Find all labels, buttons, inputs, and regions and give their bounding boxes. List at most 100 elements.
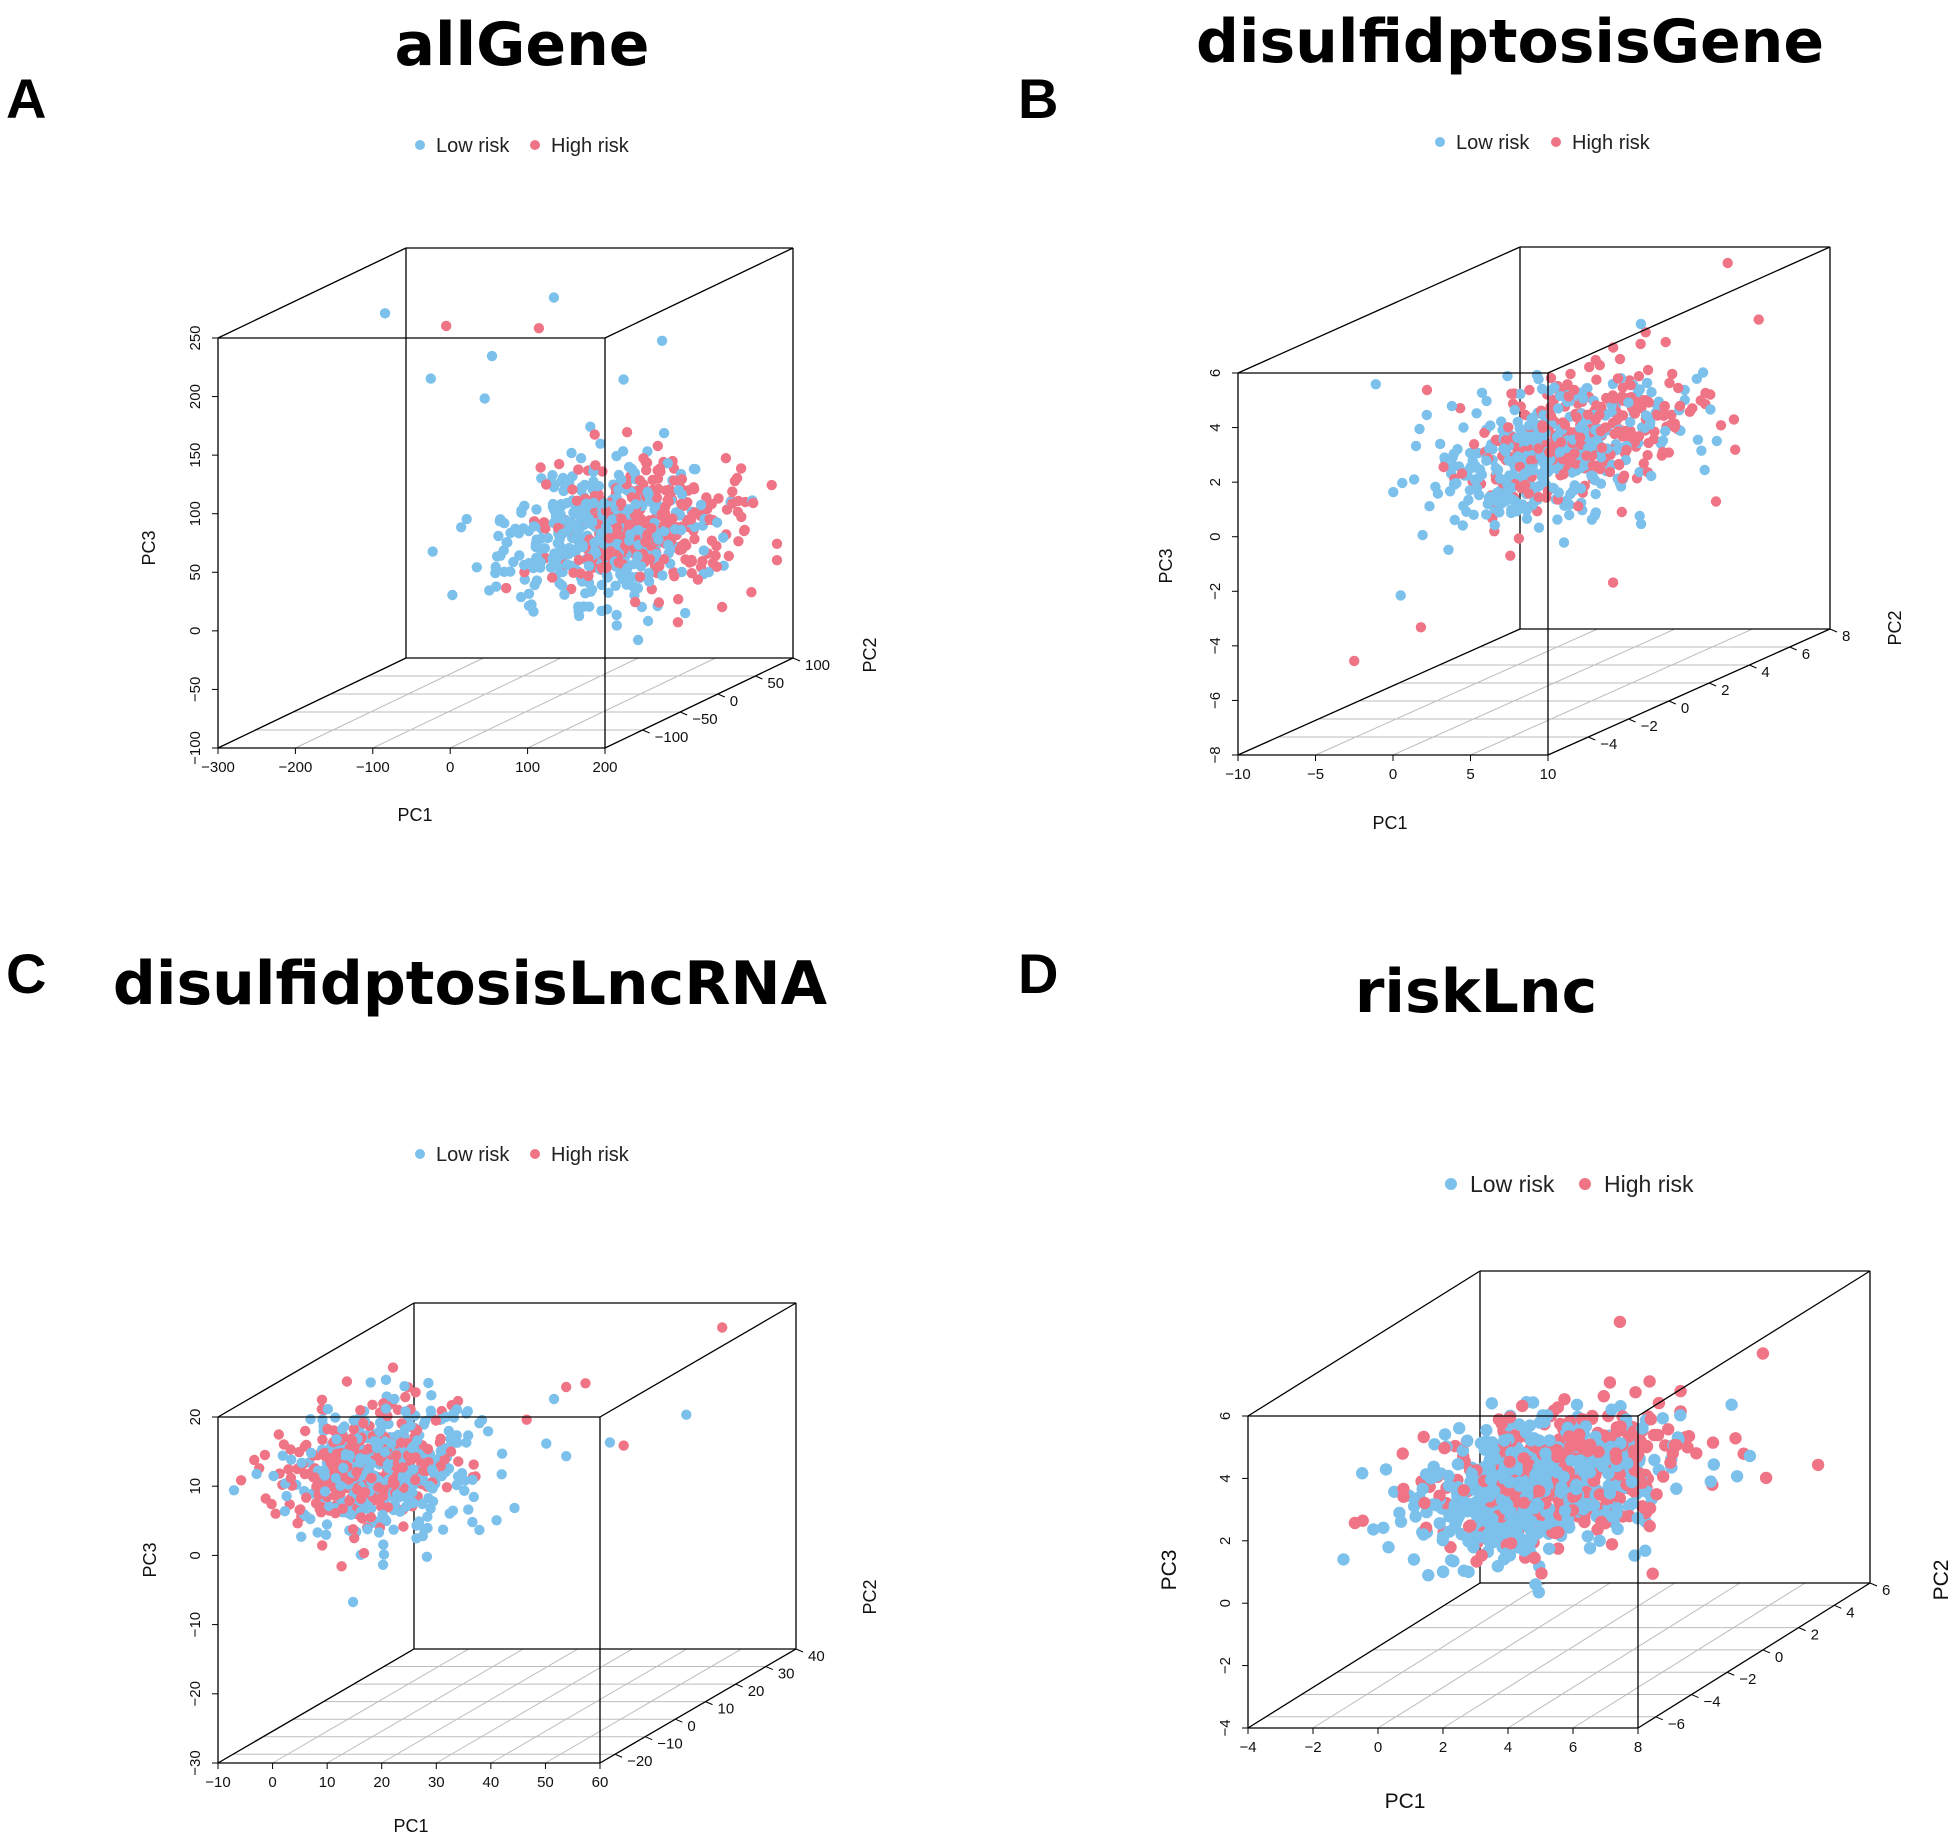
x-tick-label: 8 xyxy=(1634,1739,1642,1756)
point-low-risk xyxy=(435,1445,446,1457)
point-low-risk xyxy=(1743,1449,1757,1463)
legend-label-low-risk: Low risk xyxy=(1456,132,1530,154)
point-low-risk xyxy=(556,476,567,487)
point-low-risk xyxy=(413,1516,425,1527)
legend-label-high-risk: High risk xyxy=(551,1144,630,1166)
grid-line-x xyxy=(1470,628,1753,756)
point-low-risk xyxy=(228,1485,240,1496)
y-axis-title: PC2 xyxy=(860,1579,880,1614)
point-high-risk xyxy=(720,453,732,464)
point-high-risk xyxy=(1650,1488,1663,1501)
point-low-risk xyxy=(681,1409,692,1420)
box-frame-front xyxy=(217,247,794,749)
point-low-risk xyxy=(419,1416,431,1427)
point-high-risk xyxy=(1464,1519,1477,1532)
point-low-risk xyxy=(279,1506,291,1517)
point-low-risk xyxy=(322,1403,334,1415)
point-high-risk xyxy=(688,483,700,495)
point-low-risk xyxy=(425,1405,436,1416)
point-low-risk xyxy=(1489,519,1501,531)
point-low-risk xyxy=(1416,1482,1429,1496)
point-low-risk xyxy=(1461,1434,1474,1447)
legend-marker-low-risk xyxy=(415,140,425,150)
point-low-risk xyxy=(566,447,577,459)
grid-line-x xyxy=(527,657,716,749)
point-high-risk xyxy=(1573,501,1584,512)
point-low-risk xyxy=(493,530,504,542)
point-low-risk xyxy=(1470,475,1481,486)
point-high-risk xyxy=(1729,1432,1742,1445)
point-low-risk xyxy=(1433,1517,1446,1530)
point-high-risk xyxy=(1457,1484,1471,1497)
point-low-risk xyxy=(548,292,560,303)
point-high-risk xyxy=(616,513,627,524)
point-low-risk xyxy=(1422,1569,1435,1582)
point-low-risk xyxy=(632,551,643,562)
point-low-risk xyxy=(1503,1475,1516,1489)
axes: −4 −2 0 2 4 6 8 −4 −2 0 2 4 6 −6 −4 −2 0 2 4 6 xyxy=(1217,1412,1890,1756)
box-edge xyxy=(599,1302,797,1418)
point-low-risk xyxy=(317,1414,328,1425)
z-tick-label: −4 xyxy=(1207,637,1224,654)
point-low-risk xyxy=(1705,404,1716,415)
point-high-risk xyxy=(1593,1488,1607,1501)
point-low-risk xyxy=(659,525,670,537)
point-low-risk xyxy=(1424,501,1435,512)
grid-line-x xyxy=(1442,1582,1676,1729)
point-low-risk xyxy=(653,534,664,545)
point-low-risk xyxy=(607,514,618,525)
point-low-risk xyxy=(1510,1521,1523,1534)
point-low-risk xyxy=(611,620,622,631)
point-low-risk xyxy=(1730,1470,1744,1483)
scatter-3d-plot: −300 −200 −100 0 100 200−100−5005010015020025… xyxy=(187,247,830,776)
point-high-risk xyxy=(1715,420,1727,431)
y-tick-label: −2 xyxy=(1739,1671,1756,1688)
point-high-risk xyxy=(336,1561,347,1572)
point-high-risk xyxy=(1660,336,1671,348)
point-low-risk xyxy=(1448,448,1460,460)
y-tick-label: 30 xyxy=(778,1666,795,1683)
point-low-risk xyxy=(1379,1463,1393,1476)
point-high-risk xyxy=(310,1498,322,1509)
point-low-risk xyxy=(348,1415,359,1426)
point-low-risk xyxy=(1634,510,1645,522)
point-high-risk xyxy=(1396,1447,1409,1460)
point-low-risk xyxy=(1382,1541,1395,1554)
y-tick-label: 8 xyxy=(1842,628,1850,645)
grid-line-x xyxy=(1312,1582,1546,1729)
point-low-risk xyxy=(1337,1553,1350,1566)
point-low-risk xyxy=(516,505,527,516)
point-low-risk xyxy=(1465,1467,1478,1481)
point-low-risk xyxy=(1442,1479,1456,1492)
point-low-risk xyxy=(1409,1510,1422,1523)
point-low-risk xyxy=(1444,1554,1458,1567)
y-tick-label: −50 xyxy=(692,711,717,728)
point-low-risk xyxy=(380,1403,392,1414)
point-low-risk xyxy=(463,1430,474,1441)
point-high-risk xyxy=(641,529,653,540)
point-high-risk xyxy=(656,508,667,520)
point-low-risk xyxy=(425,373,436,384)
point-high-risk xyxy=(727,498,738,509)
point-low-risk xyxy=(422,1511,433,1522)
point-low-risk xyxy=(1569,1482,1583,1496)
point-low-risk xyxy=(589,545,601,556)
point-low-risk xyxy=(1527,499,1538,511)
point-low-risk xyxy=(1527,464,1539,476)
point-high-risk xyxy=(367,1399,378,1411)
point-low-risk xyxy=(399,1424,411,1435)
point-high-risk xyxy=(1595,1515,1608,1529)
legend: Low risk High risk xyxy=(1435,132,1651,154)
point-low-risk xyxy=(589,537,600,548)
point-high-risk xyxy=(676,540,688,551)
point-high-risk xyxy=(669,475,680,486)
z-tick-label: −10 xyxy=(187,1612,204,1637)
point-low-risk xyxy=(632,634,644,646)
legend: Low risk High risk xyxy=(415,135,630,157)
point-high-risk xyxy=(1662,1423,1675,1436)
box-edge xyxy=(1247,1582,1481,1729)
point-high-risk xyxy=(445,1446,457,1457)
point-low-risk xyxy=(611,450,622,462)
y-tick xyxy=(1628,718,1636,723)
